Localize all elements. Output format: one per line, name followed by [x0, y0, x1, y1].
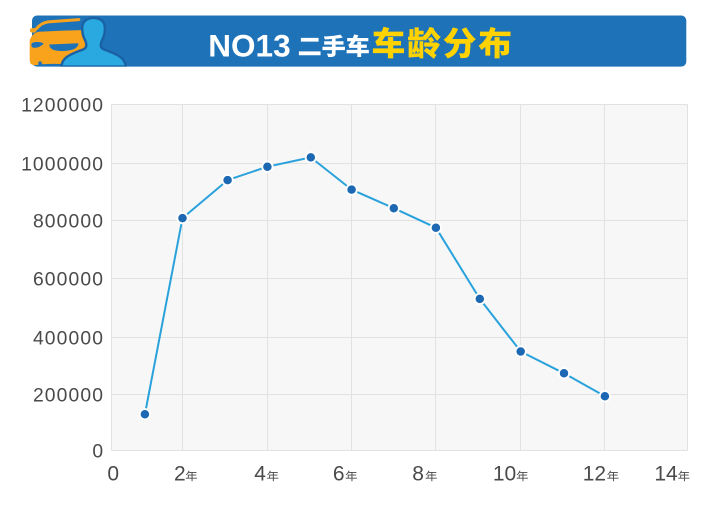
svg-text:2: 2	[174, 462, 186, 485]
svg-text:600000: 600000	[33, 269, 104, 290]
svg-text:4: 4	[254, 462, 266, 485]
svg-text:NO13: NO13	[208, 27, 290, 63]
svg-text:1200000: 1200000	[21, 95, 104, 116]
svg-text:10: 10	[493, 462, 516, 485]
svg-text:0: 0	[107, 462, 119, 485]
svg-text:200000: 200000	[33, 385, 104, 406]
svg-text:12: 12	[583, 462, 606, 485]
svg-text:14: 14	[654, 462, 678, 485]
svg-text:800000: 800000	[33, 211, 104, 232]
svg-text:0: 0	[92, 441, 104, 462]
svg-text:400000: 400000	[33, 328, 104, 349]
svg-text:8: 8	[412, 462, 424, 485]
svg-text:6: 6	[333, 462, 345, 485]
svg-text:1000000: 1000000	[21, 154, 104, 175]
